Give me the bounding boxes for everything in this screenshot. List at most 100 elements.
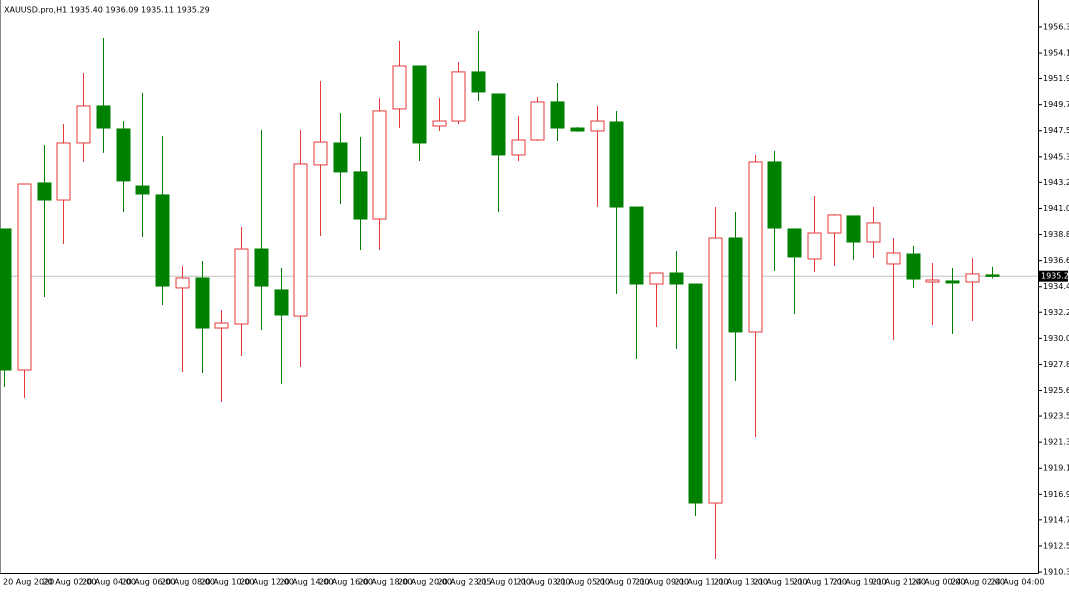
candle-body bbox=[0, 228, 12, 371]
candle-body bbox=[866, 222, 881, 243]
candle-body bbox=[195, 277, 210, 329]
y-tick-label: 1910.35 bbox=[1043, 568, 1069, 577]
x-tick-label: 24 Aug 02:00 bbox=[951, 578, 1005, 587]
candle-body bbox=[155, 194, 170, 287]
y-tick-label: 1954.10 bbox=[1043, 49, 1069, 58]
candle-body bbox=[214, 322, 229, 329]
candle-body bbox=[925, 279, 940, 283]
candle-body bbox=[688, 283, 703, 504]
x-tick-label: 21 Aug 19:00 bbox=[833, 578, 887, 587]
y-tick-label: 1921.30 bbox=[1043, 438, 1069, 447]
y-tick-label: 1923.50 bbox=[1043, 412, 1069, 421]
x-tick-label: 20 Aug 20:00 bbox=[398, 578, 452, 587]
x-tick-label: 21 Aug 15:00 bbox=[754, 578, 808, 587]
candle-body bbox=[234, 248, 249, 325]
x-tick-label: 21 Aug 11:00 bbox=[675, 578, 729, 587]
x-tick-label: 20 Aug 06:00 bbox=[122, 578, 176, 587]
candle-body bbox=[76, 105, 91, 144]
candle-body bbox=[787, 228, 802, 258]
x-tick-label: 20 Aug 2020 bbox=[3, 578, 54, 587]
candle-body bbox=[353, 171, 368, 220]
candle-body bbox=[530, 101, 545, 141]
x-tick-label: 20 Aug 16:00 bbox=[319, 578, 373, 587]
y-tick-label: 1925.65 bbox=[1043, 386, 1069, 395]
candle-body bbox=[570, 127, 585, 132]
candle-body bbox=[767, 161, 782, 229]
y-tick-label: 1947.55 bbox=[1043, 126, 1069, 135]
candle-body bbox=[116, 128, 131, 182]
candle-body bbox=[333, 142, 348, 173]
x-tick-label: 21 Aug 07:00 bbox=[596, 578, 650, 587]
x-tick-label: 20 Aug 08:00 bbox=[161, 578, 215, 587]
candle-body bbox=[985, 274, 1000, 277]
candle-body bbox=[827, 214, 842, 234]
candle-body bbox=[807, 232, 822, 260]
chart-title: XAUUSD.pro,H1 1935.40 1936.09 1935.11 19… bbox=[4, 6, 210, 15]
y-tick-label: 1912.55 bbox=[1043, 541, 1069, 550]
candle-body bbox=[392, 65, 407, 110]
candle-body bbox=[945, 280, 960, 284]
candle-body bbox=[17, 183, 32, 371]
x-tick-label: 20 Aug 10:00 bbox=[201, 578, 255, 587]
candle-body bbox=[649, 272, 664, 285]
candle-body bbox=[886, 252, 901, 265]
candle-body bbox=[56, 142, 71, 201]
candle-body bbox=[846, 215, 861, 243]
y-tick-label: 1949.75 bbox=[1043, 100, 1069, 109]
x-tick-label: 21 Aug 09:00 bbox=[635, 578, 689, 587]
x-tick-label: 20 Aug 23:05 bbox=[438, 578, 492, 587]
candle-body bbox=[590, 120, 605, 132]
candle-body bbox=[906, 253, 921, 280]
y-tick-label: 1927.85 bbox=[1043, 360, 1069, 369]
x-tick-label: 20 Aug 04:00 bbox=[82, 578, 136, 587]
x-tick-label: 21 Aug 17:00 bbox=[793, 578, 847, 587]
candle-body bbox=[37, 182, 52, 201]
candle-body bbox=[491, 93, 506, 156]
y-tick-label: 1956.30 bbox=[1043, 22, 1069, 31]
candle-body bbox=[471, 71, 486, 93]
y-tick-label: 1943.20 bbox=[1043, 178, 1069, 187]
y-tick-label: 1930.05 bbox=[1043, 334, 1069, 343]
x-tick-label: 21 Aug 01:00 bbox=[477, 578, 531, 587]
x-tick-label: 20 Aug 02:00 bbox=[43, 578, 97, 587]
candle-body bbox=[432, 120, 447, 127]
candle-body bbox=[728, 237, 743, 333]
y-tick-label: 1919.10 bbox=[1043, 464, 1069, 473]
candle-body bbox=[293, 163, 308, 317]
x-tick-label: 21 Aug 05:00 bbox=[556, 578, 610, 587]
y-tick-label: 1951.95 bbox=[1043, 74, 1069, 83]
x-tick-label: 21 Aug 03:00 bbox=[517, 578, 571, 587]
candle-body bbox=[669, 272, 684, 285]
candle-body bbox=[511, 139, 526, 156]
candle-body bbox=[629, 206, 644, 285]
candle-body bbox=[550, 101, 565, 129]
x-tick-label: 20 Aug 12:00 bbox=[240, 578, 294, 587]
candle-body bbox=[96, 105, 111, 129]
y-tick-label: 1941.00 bbox=[1043, 204, 1069, 213]
candle-body bbox=[175, 277, 190, 289]
candle-body bbox=[274, 289, 289, 316]
y-tick-label: 1932.25 bbox=[1043, 308, 1069, 317]
candle-body bbox=[313, 141, 328, 166]
x-tick-label: 21 Aug 21:00 bbox=[872, 578, 926, 587]
y-tick-label: 1936.60 bbox=[1043, 256, 1069, 265]
candle-body bbox=[451, 71, 466, 122]
y-tick-label: 1945.35 bbox=[1043, 152, 1069, 161]
y-tick-label: 1916.90 bbox=[1043, 490, 1069, 499]
last-price-label: 1935.29 bbox=[1041, 272, 1069, 281]
candle-body bbox=[254, 248, 269, 287]
x-tick-label: 20 Aug 18:00 bbox=[359, 578, 413, 587]
candle-body bbox=[372, 110, 387, 220]
candle-body bbox=[965, 273, 980, 283]
candle-body bbox=[412, 65, 427, 144]
y-tick-label: 1914.75 bbox=[1043, 515, 1069, 524]
x-tick-label: 24 Aug 00:00 bbox=[912, 578, 966, 587]
x-tick-label: 24 Aug 04:00 bbox=[991, 578, 1045, 587]
x-tick-label: 21 Aug 13:00 bbox=[714, 578, 768, 587]
y-tick-label: 1938.80 bbox=[1043, 230, 1069, 239]
candle-body bbox=[609, 121, 624, 208]
last-price-box bbox=[1039, 270, 1068, 282]
